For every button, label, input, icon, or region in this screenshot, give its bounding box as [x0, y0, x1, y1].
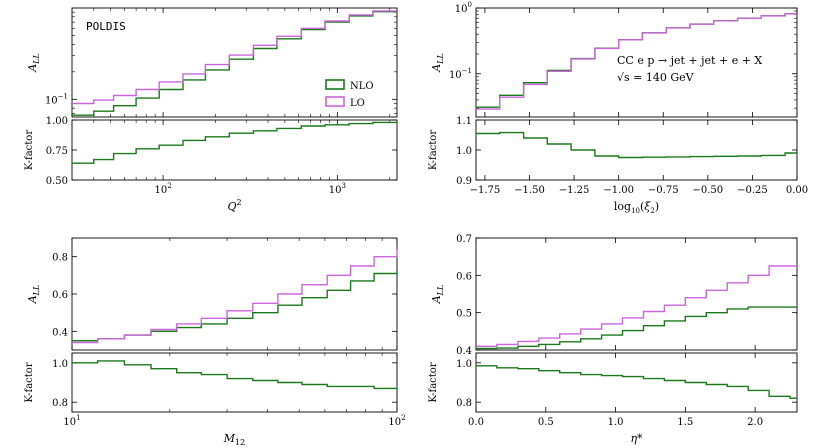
xi-bottom-xtick-label-2: −1.25 [559, 185, 590, 196]
m12-top-ytick-label-0: 0.4 [52, 327, 68, 338]
q2-series-lo [72, 10, 397, 105]
eta-series-nlo [476, 306, 797, 350]
q2-top-frame [71, 7, 398, 118]
xi-bottom-xtick-label-1: −1.50 [514, 185, 545, 196]
xi-top-ytick-label-0: 10−1 [449, 67, 472, 81]
q2-bottom-ytick-label-0: 0.50 [46, 176, 68, 187]
xi-annotation-process: CC e p → jet + jet + e + X [617, 54, 762, 67]
q2-xlabel: Q2 [227, 198, 241, 213]
q2-bottom-xtick-label-1: 103 [329, 182, 346, 196]
eta-ylabel-top: ALL [430, 285, 445, 305]
xi-bottom-xtick-label-4: −0.75 [648, 185, 679, 196]
eta-bottom-xtick-label-2: 1.0 [608, 417, 624, 428]
xi-bottom-ytick-label-0: 0.9 [456, 176, 472, 187]
q2-ylabel-top: ALL [26, 53, 41, 73]
eta-top-ytick-label-0: 0.4 [456, 346, 472, 357]
q2-bottom-ytick-label-1: 0.75 [46, 146, 68, 157]
legend-lo-label: LO [350, 98, 365, 109]
legend-nlo-label: NLO [350, 81, 374, 92]
xi-ylabel-bottom: K-factor [428, 130, 439, 170]
q2-bottom-frame [71, 119, 398, 181]
eta-bottom-xtick-label-1: 0.5 [538, 417, 554, 428]
xi-bottom-frame [475, 119, 798, 181]
panel-m12: 0.4 0.6 0.8 ALL 0.8 1.0 101 102 K-factor M12 [24, 237, 406, 447]
legend-lo-swatch [325, 96, 345, 107]
eta-top-ytick-label-2: 0.6 [456, 271, 472, 282]
m12-top-frame [71, 237, 398, 351]
eta-xlabel: η* [630, 432, 643, 445]
xi-bottom-xtick-label-6: −0.25 [737, 185, 768, 196]
q2-logo: POLDIS [86, 20, 126, 33]
m12-bottom-xtick-label-0: 101 [63, 414, 80, 428]
panel-q2: 10−1 ALL POLDIS 0.50 0.75 1.00 102 103 K-factor Q… [24, 7, 398, 213]
eta-series-lo [476, 265, 797, 347]
eta-bottom-xtick-label-0: 0.0 [468, 417, 484, 428]
xi-bottom-xtick-label-0: −1.75 [470, 185, 501, 196]
m12-bottom-ytick-label-0: 0.8 [52, 398, 68, 409]
eta-bottom-ytick-label-0: 0.8 [456, 398, 472, 409]
m12-series-nlo [72, 269, 398, 342]
xi-bottom-ytick-label-1: 1.0 [456, 146, 472, 157]
m12-xlabel: M12 [223, 432, 245, 447]
m12-bottom-xtick-label-1: 102 [388, 414, 405, 428]
panel-xi: 10−1 100 ALL CC e p → jet + jet + e + X √s =… [428, 1, 808, 215]
eta-bottom-frame [475, 352, 798, 413]
eta-top-frame [475, 237, 798, 351]
xi-annotation-energy: √s = 140 GeV [617, 71, 695, 84]
legend-nlo-swatch [325, 79, 345, 90]
xi-top-ytick-label-1: 100 [455, 1, 472, 15]
m12-kfactor-line [72, 360, 398, 391]
eta-bottom-ytick-label-1: 1.0 [456, 359, 472, 370]
eta-top-ytick-label-3: 0.7 [456, 234, 472, 245]
xi-bottom-xtick-label-5: −0.50 [693, 185, 724, 196]
q2-ylabel-bottom: K-factor [24, 130, 35, 170]
xi-bottom-xtick-label-3: −1.00 [603, 185, 634, 196]
xi-top-frame [475, 7, 798, 118]
xi-xlabel: log10(ξ2) [614, 200, 659, 215]
xi-bottom-ytick-label-2: 1.1 [456, 116, 472, 127]
q2-bottom-ytick-label-2: 1.00 [46, 116, 68, 127]
m12-top-ytick-label-1: 0.6 [52, 290, 68, 301]
eta-bottom-xtick-label-3: 1.5 [677, 417, 693, 428]
m12-ylabel-bottom: K-factor [24, 362, 35, 402]
xi-kfactor-line [476, 131, 797, 159]
eta-kfactor-line [476, 365, 797, 399]
m12-ylabel-top: ALL [26, 285, 41, 305]
q2-bottom-xtick-label-0: 102 [155, 182, 172, 196]
m12-top-ytick-label-2: 0.8 [52, 253, 68, 264]
eta-bottom-xtick-label-4: 2.0 [747, 417, 763, 428]
xi-ylabel-top: ALL [430, 53, 445, 73]
m12-bottom-ytick-label-1: 1.0 [52, 359, 68, 370]
q2-kfactor-line [72, 121, 397, 164]
panel-eta: 0.4 0.5 0.6 0.7 ALL 0.8 1.0 0.0 0.5 1.0 1.5 2.0 K-fa… [428, 234, 798, 445]
q2-top-ytick-label-0: 10−1 [45, 92, 68, 106]
m12-bottom-frame [71, 352, 398, 413]
xi-bottom-xtick-label-7: 0.00 [786, 185, 808, 196]
m12-series-lo [72, 249, 398, 344]
legend: NLO LO [325, 79, 374, 109]
eta-ylabel-bottom: K-factor [428, 362, 439, 402]
eta-top-ytick-label-1: 0.5 [456, 309, 472, 320]
xi-series-lo [476, 13, 797, 110]
